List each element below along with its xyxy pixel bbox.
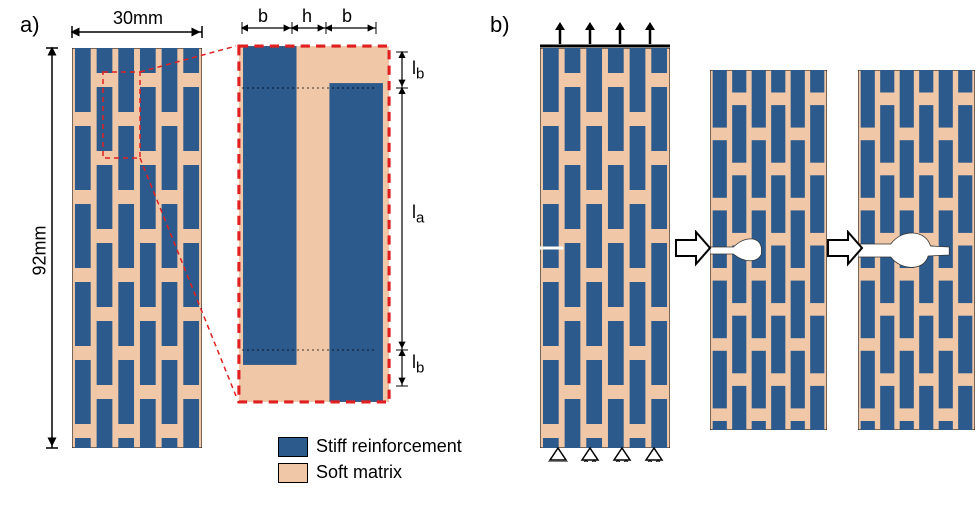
b-label-2: b [342,6,352,27]
b-label-1: b [258,6,268,27]
arrow-1 [674,230,714,270]
lb-label-top: lb [412,58,424,83]
bc-b1 [530,22,680,462]
soft-text: Soft matrix [316,462,402,483]
panel-b-label: b) [490,12,510,38]
stiff-swatch [278,437,308,457]
h-label: h [302,6,312,27]
specimen-b3 [858,70,975,430]
legend-stiff: Stiff reinforcement [278,436,462,457]
soft-swatch [278,463,308,483]
specimen-b2 [710,70,827,430]
lb-label-bot: lb [412,352,424,377]
legend-soft: Soft matrix [278,462,402,483]
stiff-text: Stiff reinforcement [316,436,462,457]
arrow-2 [826,230,866,270]
la-label: la [412,202,424,227]
zoom-dims [234,10,464,410]
